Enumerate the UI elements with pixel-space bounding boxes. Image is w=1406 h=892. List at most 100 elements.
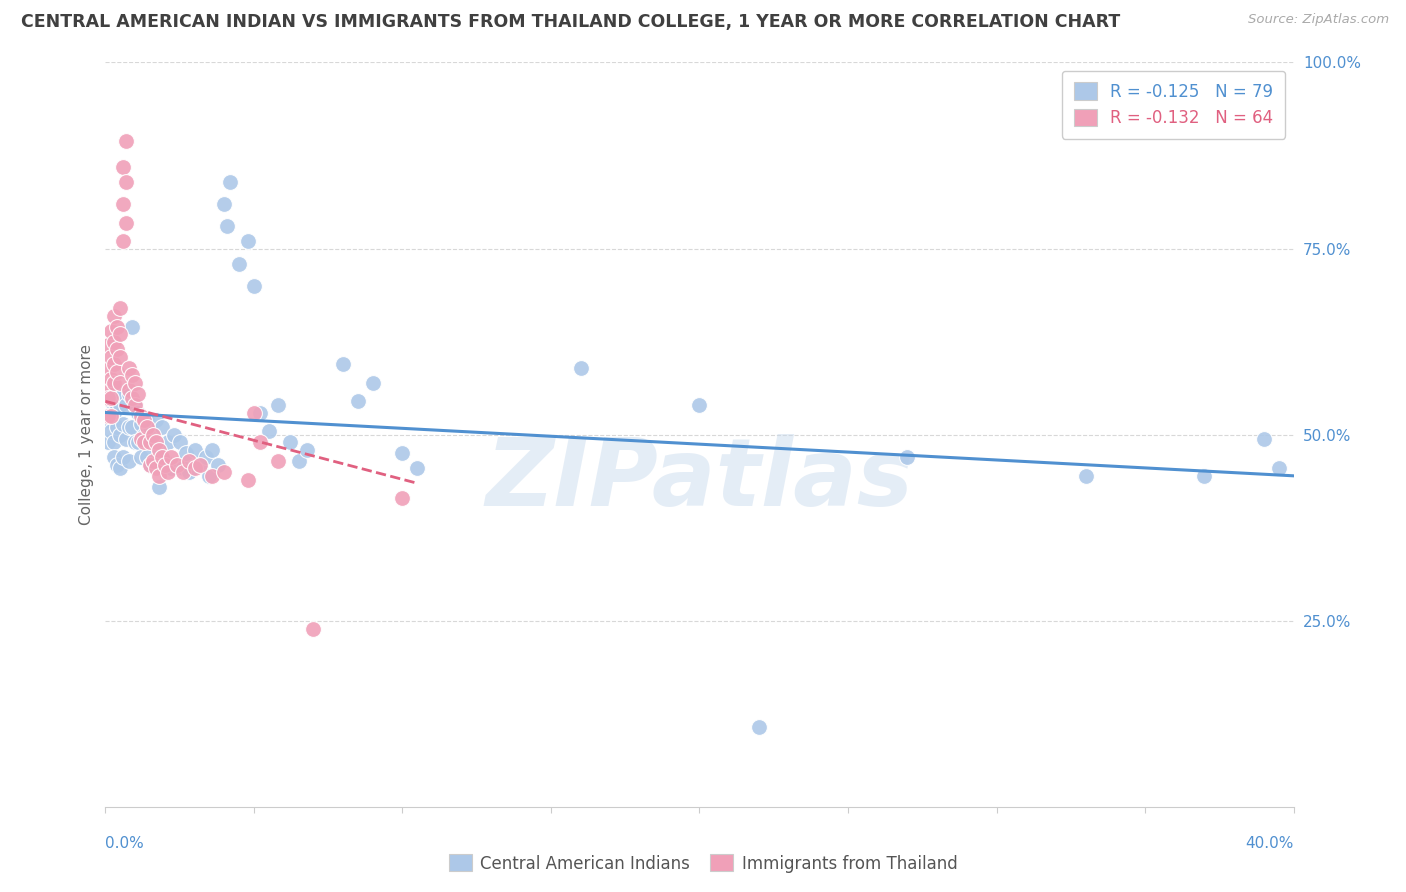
Point xyxy=(129,409,152,424)
Point xyxy=(121,368,143,383)
Point xyxy=(214,197,236,211)
Point xyxy=(219,175,242,189)
Point xyxy=(150,450,173,465)
Point xyxy=(132,428,155,442)
Point xyxy=(103,405,125,419)
Point xyxy=(105,458,128,472)
Point xyxy=(118,387,141,401)
Point xyxy=(287,454,309,468)
Point xyxy=(97,379,120,393)
Point xyxy=(136,420,159,434)
Point xyxy=(97,409,120,424)
Point xyxy=(190,458,212,472)
Point xyxy=(105,365,128,379)
Point xyxy=(406,461,429,475)
Point xyxy=(139,435,162,450)
Point xyxy=(217,219,239,234)
Point xyxy=(689,398,711,412)
Point xyxy=(153,454,176,468)
Point xyxy=(190,458,212,472)
Point xyxy=(156,435,179,450)
Point xyxy=(97,413,120,427)
Point xyxy=(118,420,141,434)
Point xyxy=(112,387,135,401)
Point xyxy=(172,461,194,475)
Point xyxy=(103,309,125,323)
Point xyxy=(105,319,128,334)
Point xyxy=(115,175,138,189)
Point xyxy=(110,461,132,475)
Point xyxy=(148,468,170,483)
Point xyxy=(148,480,170,494)
Point xyxy=(142,454,165,468)
Point xyxy=(136,413,159,427)
Point xyxy=(201,442,224,457)
Point xyxy=(110,327,132,342)
Point xyxy=(105,383,128,397)
Point xyxy=(347,394,370,409)
Point xyxy=(177,454,200,468)
Point xyxy=(569,360,592,375)
Point xyxy=(121,391,143,405)
Point xyxy=(103,376,125,390)
Point xyxy=(177,465,200,479)
Point xyxy=(267,454,290,468)
Point xyxy=(112,450,135,465)
Point xyxy=(115,432,138,446)
Point xyxy=(391,446,413,460)
Point xyxy=(172,465,194,479)
Point xyxy=(297,442,319,457)
Point xyxy=(132,413,155,427)
Point xyxy=(332,357,354,371)
Point xyxy=(150,420,173,434)
Point xyxy=(145,413,167,427)
Point xyxy=(183,461,205,475)
Text: 0.0%: 0.0% xyxy=(105,836,145,851)
Point xyxy=(118,383,141,397)
Point xyxy=(112,160,135,174)
Point xyxy=(100,424,122,438)
Point xyxy=(110,301,132,316)
Point xyxy=(100,391,122,405)
Text: 40.0%: 40.0% xyxy=(1246,836,1294,851)
Text: ZIPatlas: ZIPatlas xyxy=(485,434,914,525)
Point xyxy=(249,405,271,419)
Point xyxy=(748,720,770,734)
Point xyxy=(1267,461,1289,475)
Y-axis label: College, 1 year or more: College, 1 year or more xyxy=(79,344,94,525)
Point xyxy=(127,405,149,419)
Point xyxy=(159,461,181,475)
Point xyxy=(118,360,141,375)
Point xyxy=(127,387,149,401)
Point xyxy=(121,420,143,434)
Point xyxy=(236,473,259,487)
Point xyxy=(112,417,135,431)
Point xyxy=(267,398,290,412)
Point xyxy=(145,461,167,475)
Point xyxy=(132,435,155,450)
Point xyxy=(361,376,384,390)
Point xyxy=(112,197,135,211)
Point xyxy=(174,446,197,460)
Point xyxy=(159,450,181,465)
Point xyxy=(115,216,138,230)
Point xyxy=(278,435,301,450)
Point xyxy=(124,398,146,412)
Point xyxy=(257,424,280,438)
Point xyxy=(129,417,152,431)
Point xyxy=(201,468,224,483)
Point xyxy=(97,360,120,375)
Point xyxy=(136,450,159,465)
Point xyxy=(121,319,143,334)
Point xyxy=(112,234,135,248)
Text: Source: ZipAtlas.com: Source: ZipAtlas.com xyxy=(1249,13,1389,27)
Point xyxy=(115,398,138,412)
Point xyxy=(124,376,146,390)
Point xyxy=(249,435,271,450)
Point xyxy=(103,334,125,349)
Point xyxy=(148,442,170,457)
Point xyxy=(129,450,152,465)
Point xyxy=(243,279,266,293)
Point xyxy=(100,350,122,364)
Point xyxy=(139,458,162,472)
